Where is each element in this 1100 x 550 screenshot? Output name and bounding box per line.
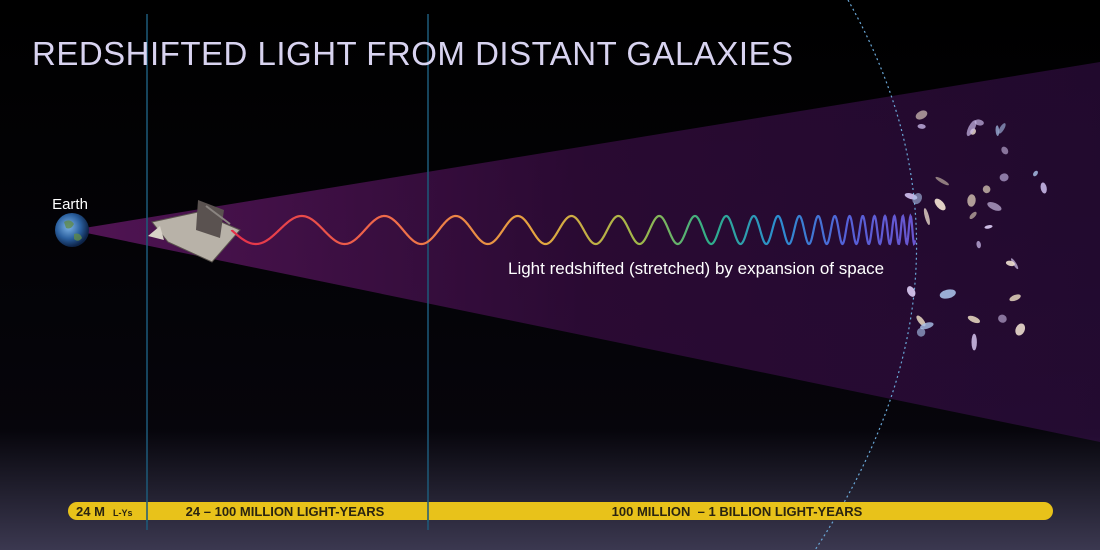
- galaxy: [967, 194, 976, 207]
- galaxy: [917, 123, 926, 129]
- galaxy: [998, 314, 1007, 323]
- scale-label: 100 MILLION – 1 BILLION LIGHT-YEARS: [612, 504, 863, 519]
- galaxy: [912, 193, 923, 205]
- galaxy: [976, 240, 981, 249]
- galaxy: [967, 315, 980, 324]
- galaxy: [916, 315, 926, 327]
- galaxy: [995, 125, 1000, 137]
- galaxy: [969, 211, 977, 220]
- galaxy: [998, 123, 1006, 134]
- galaxy: [934, 198, 946, 211]
- galaxy: [984, 225, 993, 229]
- galaxy: [1040, 182, 1047, 194]
- earth-land: [64, 220, 82, 241]
- scale-bar: [68, 502, 1053, 520]
- telescope: [148, 200, 241, 263]
- light-wave: [230, 213, 917, 246]
- scale-label: 24 M: [76, 504, 105, 519]
- earth-label: Earth: [52, 196, 88, 213]
- galaxy: [1015, 323, 1026, 336]
- galaxy: [999, 173, 1009, 182]
- galaxy: [982, 185, 991, 194]
- caption: Light redshifted (stretched) by expansio…: [508, 259, 884, 278]
- title: REDSHIFTED LIGHT FROM DISTANT GALAXIES: [32, 35, 794, 72]
- galaxy: [974, 119, 984, 126]
- scale-label: 24 – 100 MILLION LIGHT-YEARS: [186, 504, 385, 519]
- galaxy: [906, 286, 916, 297]
- galaxy: [1009, 294, 1021, 302]
- view-cone: [72, 62, 1100, 442]
- scale-unit: L-Ys: [113, 508, 133, 518]
- galaxy: [1005, 260, 1015, 267]
- earth: [55, 213, 89, 247]
- galaxy: [1033, 170, 1038, 177]
- galaxy: [916, 327, 926, 337]
- galaxy: [920, 322, 934, 330]
- galaxy: [971, 333, 977, 351]
- galaxy: [987, 201, 1002, 211]
- galaxy: [915, 110, 928, 120]
- galaxy: [923, 208, 930, 226]
- galaxy: [939, 289, 956, 299]
- galaxy-cluster: [904, 110, 1047, 351]
- galaxy: [935, 176, 949, 186]
- galaxy: [966, 120, 977, 137]
- galaxy: [1001, 146, 1009, 155]
